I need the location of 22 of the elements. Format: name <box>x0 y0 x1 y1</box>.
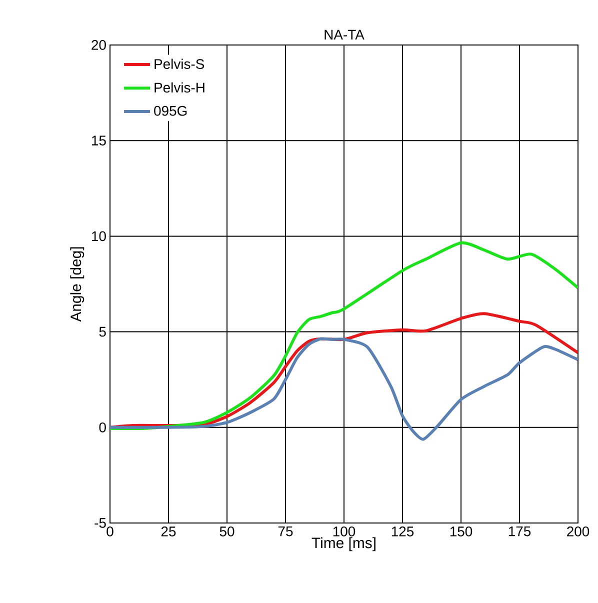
x-axis-title: Time [ms] <box>312 537 376 552</box>
y-tick-label: 10 <box>92 231 106 242</box>
legend-label: Pelvis-H <box>154 82 204 93</box>
y-tick-label: 5 <box>99 326 106 337</box>
x-tick-label: 75 <box>278 526 293 536</box>
x-tick-label: 100 <box>333 526 356 536</box>
y-tick-label: 15 <box>92 136 106 146</box>
x-tick-label: 200 <box>567 526 590 536</box>
y-tick-label: 0 <box>99 422 106 432</box>
x-tick-label: 175 <box>508 526 531 536</box>
y-axis-title: Angle [deg] <box>70 247 84 322</box>
legend-label: Pelvis-S <box>154 58 204 69</box>
y-tick-label: -5 <box>94 518 106 528</box>
x-tick-label: 125 <box>392 526 414 536</box>
legend-label: 095G <box>154 106 187 116</box>
x-tick-label: 0 <box>106 526 114 536</box>
x-tick-label: 50 <box>220 526 234 536</box>
line-series <box>110 337 578 441</box>
x-tick-label: 25 <box>161 526 176 536</box>
chart-title: NA-TA <box>324 30 364 40</box>
y-tick-label: 20 <box>92 40 106 50</box>
x-tick-label: 150 <box>450 526 472 536</box>
